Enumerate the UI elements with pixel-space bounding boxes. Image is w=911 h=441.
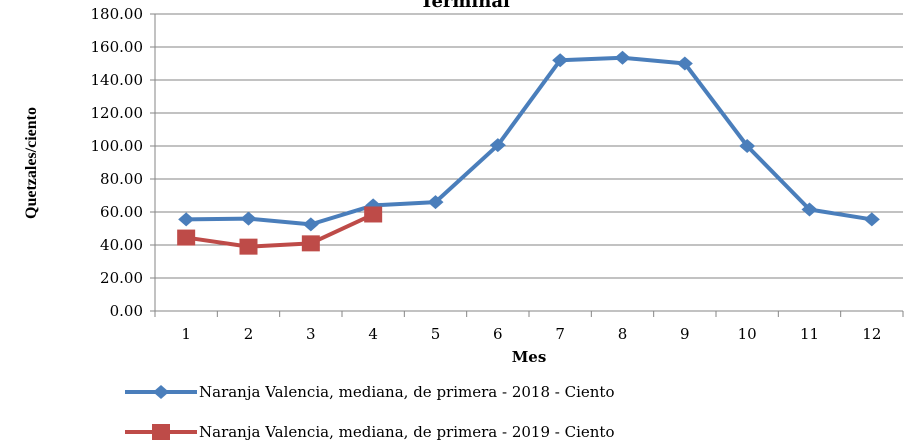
data-point [240, 211, 257, 226]
data-point [489, 138, 506, 153]
data-point [301, 235, 320, 252]
legend-label: Naranja Valencia, mediana, de primera - … [199, 383, 614, 401]
y-tick-label: 100.00 [91, 137, 144, 155]
data-point [676, 56, 693, 71]
x-tick-label: 10 [738, 325, 757, 343]
chart-title: Terminal [420, 0, 510, 12]
x-tick-label: 6 [493, 325, 503, 343]
y-tick-label: 140.00 [91, 71, 144, 89]
y-tick-label: 180.00 [91, 5, 144, 23]
data-point [552, 53, 569, 68]
x-axis-title: Mes [512, 348, 547, 366]
data-point [614, 50, 631, 65]
data-point [364, 206, 383, 223]
data-point [177, 229, 196, 246]
legend-label: Naranja Valencia, mediana, de primera - … [199, 423, 614, 441]
y-tick-label: 20.00 [100, 269, 143, 287]
y-axis-title: Quetzales/ciento [23, 107, 40, 219]
x-tick-label: 9 [680, 325, 690, 343]
y-tick-label: 0.00 [110, 302, 143, 320]
x-tick-label: 12 [862, 325, 881, 343]
data-point [302, 217, 319, 232]
x-tick-label: 3 [306, 325, 316, 343]
x-tick-label: 7 [555, 325, 565, 343]
x-tick-label: 11 [800, 325, 819, 343]
y-tick-label: 160.00 [91, 38, 144, 56]
data-point [801, 202, 818, 217]
x-tick-label: 4 [368, 325, 378, 343]
series-line [185, 212, 375, 249]
x-tick-label: 1 [181, 325, 191, 343]
data-point [863, 212, 880, 227]
x-tick-label: 5 [431, 325, 441, 343]
series-line [186, 55, 873, 227]
y-tick-label: 120.00 [91, 104, 144, 122]
data-point [239, 238, 258, 255]
x-tick-label: 2 [244, 325, 254, 343]
y-tick-label: 60.00 [100, 203, 143, 221]
legend-marker [152, 424, 170, 440]
data-point [427, 195, 444, 210]
legend-marker [153, 385, 169, 399]
y-tick-label: 80.00 [100, 170, 143, 188]
data-point [739, 139, 756, 153]
y-tick-label: 40.00 [100, 236, 143, 254]
x-tick-label: 8 [618, 325, 628, 343]
data-point [178, 212, 195, 227]
